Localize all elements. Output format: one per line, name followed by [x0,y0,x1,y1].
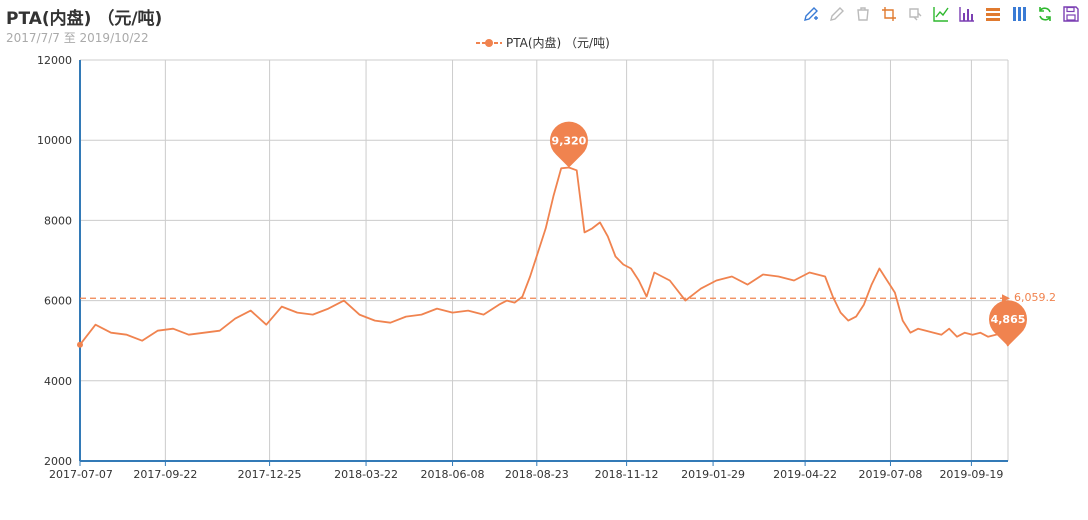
toolbox [800,4,1082,24]
average-arrow-icon [1002,294,1010,303]
x-tick-label: 2018-11-12 [595,468,659,481]
y-tick-label: 2000 [44,455,72,468]
x-tick-label: 2018-08-23 [505,468,569,481]
data-zoom-button[interactable] [878,4,900,24]
bar-chart-icon [959,7,974,22]
x-tick-label: 2018-03-22 [334,468,398,481]
mark-point-label-last: 4,865 [991,313,1026,326]
series-line [79,166,1009,347]
mark-pen-button[interactable] [800,4,822,24]
mark-undo-button[interactable] [826,4,848,24]
x-tick-label: 2019-07-08 [859,468,923,481]
mark-point-pin-last [989,300,1027,347]
mark-undo-icon [830,7,844,21]
save-image-icon [1063,6,1079,22]
y-tick-label: 4000 [44,375,72,388]
chart-subtitle: 2017/7/7 至 2019/10/22 [6,31,149,45]
y-tick-label: 12000 [37,54,72,67]
line-chart-button[interactable] [930,4,952,24]
y-tick-label: 6000 [44,295,72,308]
x-tick-label: 2018-06-08 [421,468,485,481]
tiled-icon [1013,7,1026,21]
mark-clear-button[interactable] [852,4,874,24]
restore-icon [1039,7,1051,21]
legend-item[interactable]: PTA(内盘) （元/吨) [476,34,610,51]
data-zoom-icon [882,7,896,21]
line-chart-icon [933,7,949,22]
legend-label: PTA(内盘) （元/吨) [506,36,610,50]
x-tick-label: 2019-01-29 [681,468,745,481]
average-mark-label: 6,059.2 [1014,291,1056,304]
stack-button[interactable] [982,4,1004,24]
x-tick-label: 2017-07-07 [49,468,113,481]
restore-button[interactable] [1034,4,1056,24]
save-image-button[interactable] [1060,4,1082,24]
chart-title: PTA(内盘) （元/吨) [6,9,163,29]
mark-clear-icon [857,7,869,21]
zoom-reset-icon [909,8,922,21]
mark-point-label-max: 9,320 [552,134,587,147]
mark-point-pin-max [549,121,588,168]
y-tick-label: 8000 [44,214,72,227]
x-tick-label: 2017-12-25 [238,468,302,481]
zoom-reset-button[interactable] [904,4,926,24]
x-tick-label: 2019-09-19 [939,468,1003,481]
mark-pen-icon [804,7,818,21]
series-point [77,341,83,348]
y-tick-label: 10000 [37,134,72,147]
x-tick-label: 2019-04-22 [773,468,837,481]
x-tick-label: 2017-09-22 [133,468,197,481]
bar-chart-button[interactable] [956,4,978,24]
stack-icon [986,8,1000,21]
legend-line-symbol-icon [476,38,502,47]
tiled-button[interactable] [1008,4,1030,24]
